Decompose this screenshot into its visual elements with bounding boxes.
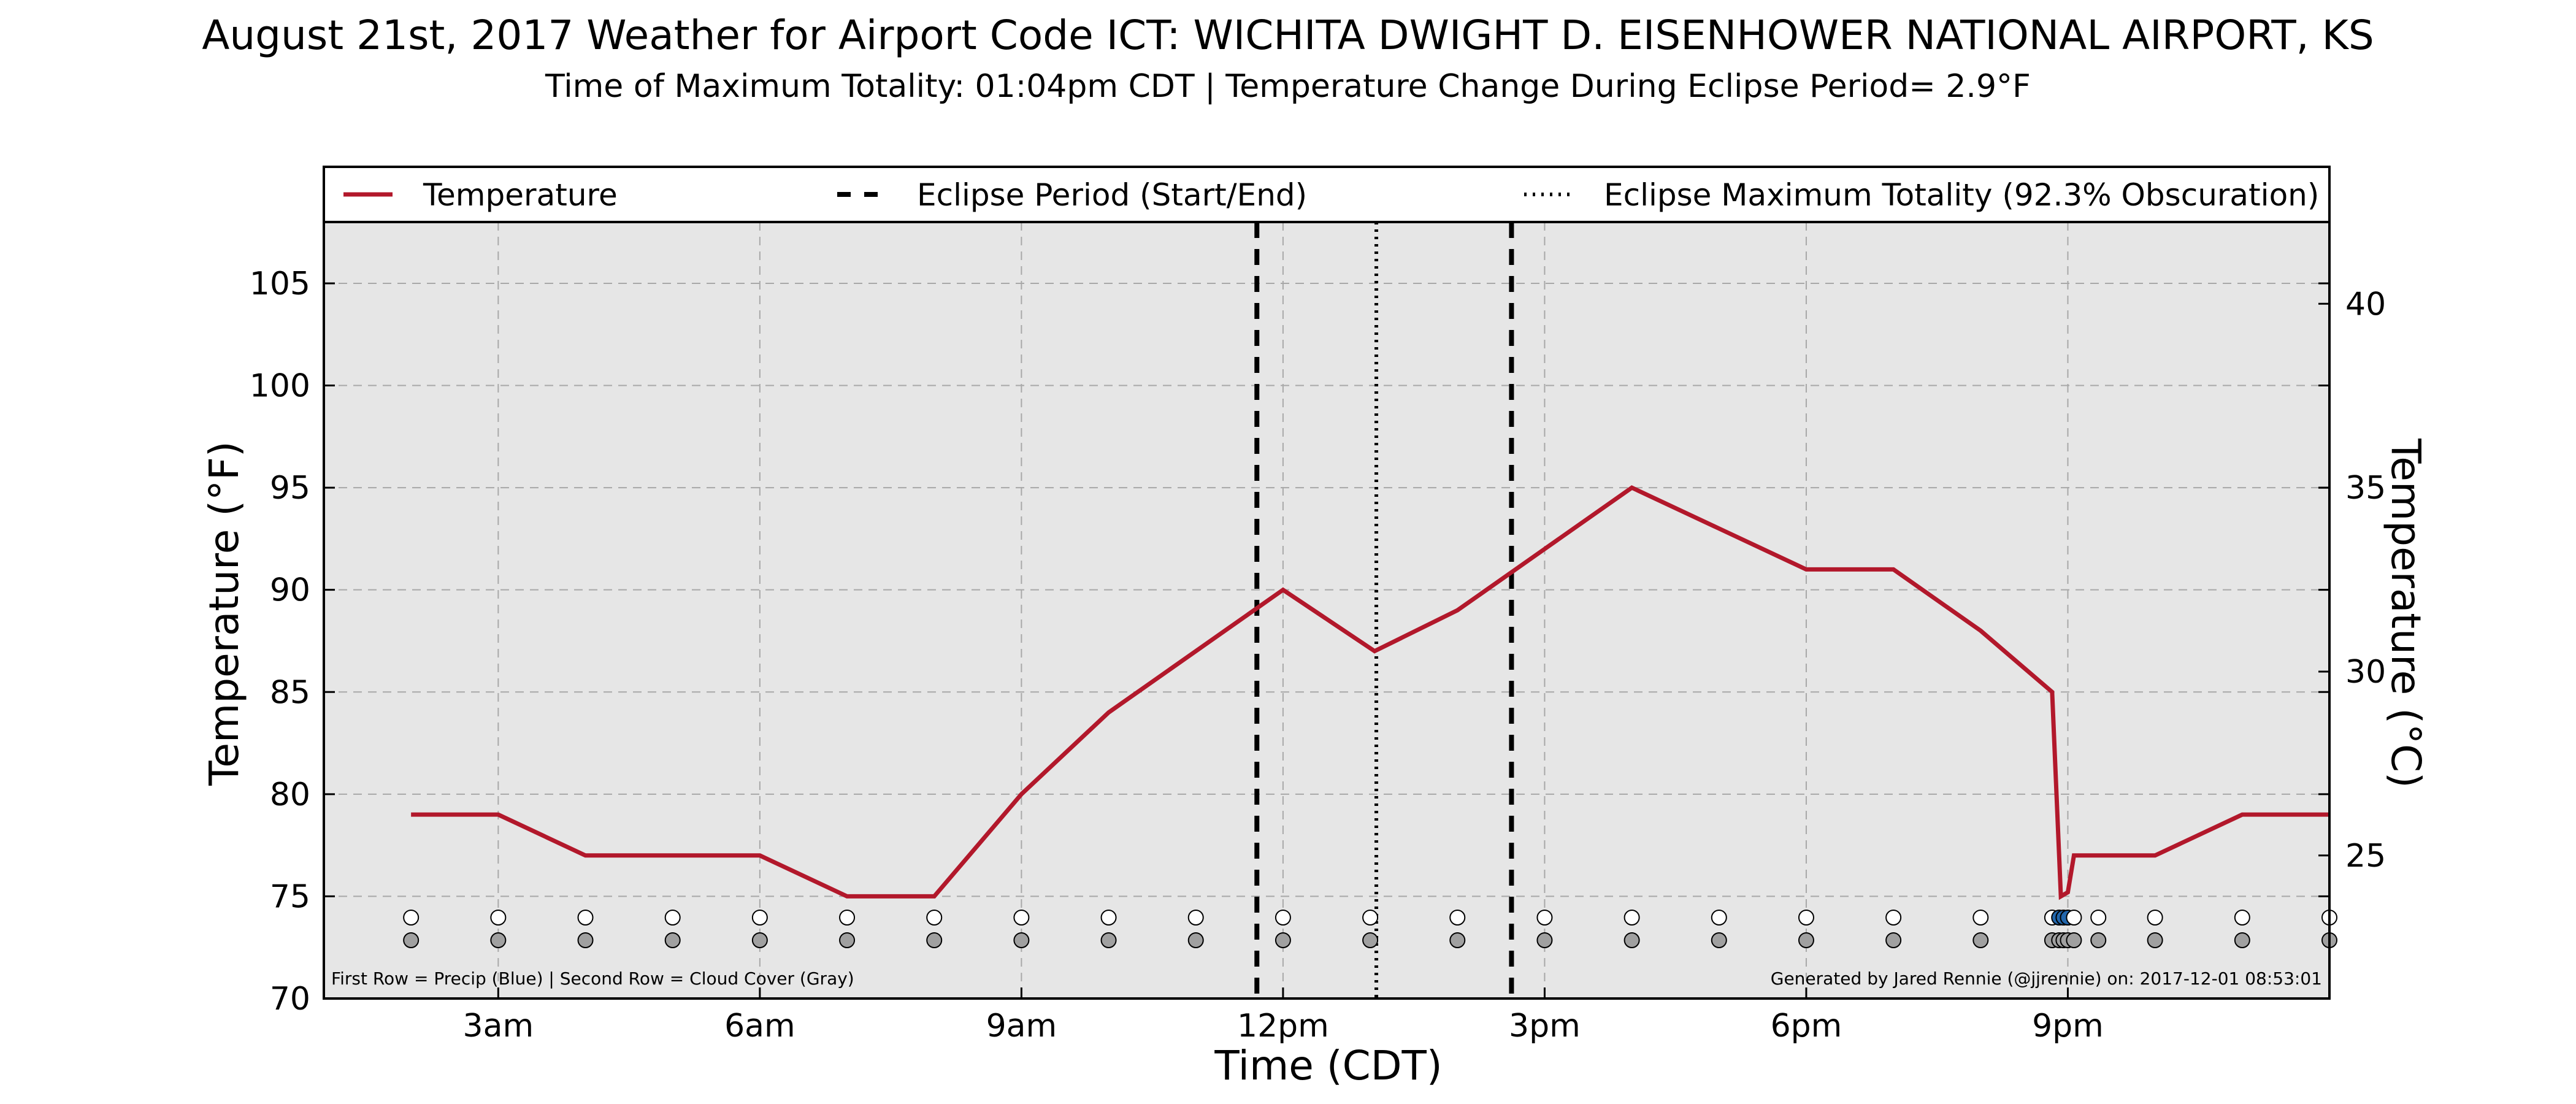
cloud-cover-marker	[1013, 932, 1030, 948]
cloud-cover-marker	[664, 932, 681, 948]
y-tick-label-right: 30	[2345, 654, 2386, 691]
cloud-cover-marker	[490, 932, 507, 948]
precip-marker	[1885, 910, 1902, 926]
cloud-cover-marker	[1798, 932, 1814, 948]
cloud-cover-marker	[1536, 932, 1553, 948]
legend-label: Eclipse Maximum Totality (92.3% Obscurat…	[1604, 177, 2319, 213]
precip-marker	[664, 910, 681, 926]
precip-marker	[1013, 910, 1030, 926]
x-tick-label: 12pm	[1237, 1008, 1329, 1045]
cloud-cover-marker	[2234, 932, 2250, 948]
precip-marker	[1798, 910, 1814, 926]
precip-marker	[1623, 910, 1640, 926]
precip-marker	[1187, 910, 1204, 926]
precip-marker	[403, 910, 420, 926]
cloud-cover-marker	[1100, 932, 1117, 948]
precip-marker	[1972, 910, 1989, 926]
footnote-right: Generated by Jared Rennie (@jjrennie) on…	[1771, 968, 2322, 989]
x-tick-label: 6am	[724, 1008, 795, 1045]
y-tick-label-left: 95	[270, 470, 310, 507]
x-axis-label: Time (CDT)	[1214, 1042, 1442, 1089]
precip-marker	[2147, 910, 2163, 926]
precip-marker	[1362, 910, 1379, 926]
chart-title: August 21st, 2017 Weather for Airport Co…	[202, 12, 2374, 59]
precip-marker	[1449, 910, 1466, 926]
cloud-cover-marker	[577, 932, 594, 948]
x-tick-label: 9pm	[2032, 1008, 2104, 1045]
cloud-cover-marker	[1972, 932, 1989, 948]
y-tick-label-left: 70	[270, 981, 310, 1018]
precip-marker	[2234, 910, 2250, 926]
precip-marker	[2090, 910, 2107, 926]
cloud-cover-marker	[1711, 932, 1727, 948]
precip-marker	[490, 910, 507, 926]
precip-marker	[577, 910, 594, 926]
x-tick-label: 3am	[463, 1008, 534, 1045]
precip-marker	[751, 910, 768, 926]
y-tick-label-right: 35	[2345, 470, 2386, 507]
temperature-series-line	[411, 485, 2329, 900]
chart-subtitle: Time of Maximum Totality: 01:04pm CDT | …	[545, 68, 2031, 105]
axes-frame	[323, 166, 2331, 1000]
y-tick-label-right: 25	[2345, 838, 2386, 875]
y-tick-label-left: 100	[250, 368, 310, 405]
precip-marker	[926, 910, 943, 926]
cloud-cover-marker	[2147, 932, 2163, 948]
cloud-cover-marker	[1885, 932, 1902, 948]
precip-marker	[839, 910, 856, 926]
precip-marker	[1275, 910, 1291, 926]
cloud-cover-marker	[1449, 932, 1466, 948]
x-tick-label: 6pm	[1771, 1008, 1842, 1045]
x-tick-label: 3pm	[1509, 1008, 1581, 1045]
plot-background	[324, 222, 2329, 999]
cloud-cover-marker	[1187, 932, 1204, 948]
y-tick-label-left: 85	[270, 674, 310, 711]
y-tick-label-left: 75	[270, 878, 310, 915]
y-axis-label-left: Temperature (°F)	[201, 441, 248, 786]
precip-marker	[1536, 910, 1553, 926]
cloud-cover-marker	[403, 932, 420, 948]
cloud-cover-marker	[751, 932, 768, 948]
cloud-cover-marker	[2090, 932, 2107, 948]
footnote-left: First Row = Precip (Blue) | Second Row =…	[331, 968, 854, 989]
cloud-cover-marker	[1362, 932, 1379, 948]
legend-label: Temperature	[423, 177, 618, 213]
cloud-cover-marker	[926, 932, 943, 948]
y-tick-label-left: 105	[250, 266, 310, 302]
cloud-cover-marker	[1275, 932, 1291, 948]
precip-marker	[2066, 910, 2082, 926]
x-tick-label: 9am	[986, 1008, 1057, 1045]
precip-marker	[1711, 910, 1727, 926]
cloud-cover-marker	[2066, 932, 2082, 948]
y-tick-label-left: 80	[270, 776, 310, 813]
cloud-cover-marker	[839, 932, 856, 948]
precip-marker	[1100, 910, 1117, 926]
legend-label: Eclipse Period (Start/End)	[917, 177, 1307, 213]
cloud-cover-marker	[1623, 932, 1640, 948]
y-axis-label-right: Temperature (°C)	[2382, 438, 2429, 788]
y-tick-label-left: 90	[270, 572, 310, 609]
y-tick-label-right: 40	[2345, 286, 2386, 323]
